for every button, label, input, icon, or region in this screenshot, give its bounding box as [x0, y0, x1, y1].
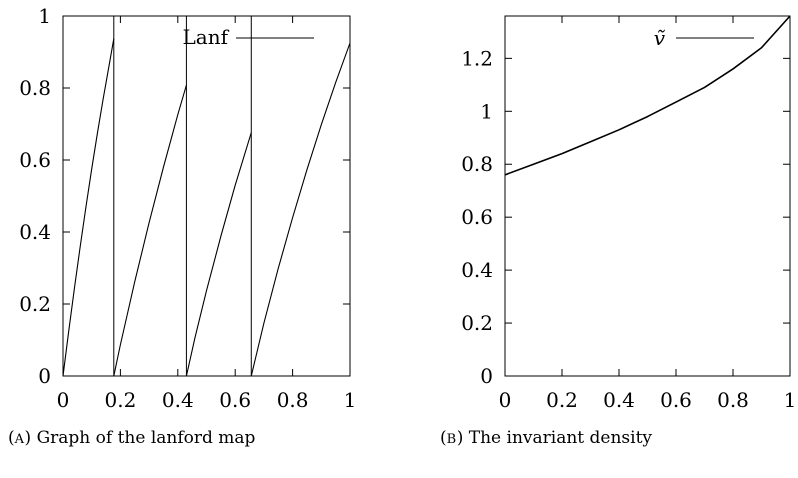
- series-line: [504, 15, 791, 176]
- series-line: [250, 42, 351, 377]
- series-group: [504, 15, 791, 176]
- x-tick-label: 0: [57, 388, 70, 412]
- plot-frame: [504, 15, 791, 377]
- caption-b: (B) The invariant density: [440, 428, 652, 448]
- y-tick-label: 0.8: [19, 76, 51, 100]
- series-group: [62, 38, 351, 377]
- series-line: [113, 84, 187, 377]
- x-tick-label: 0.8: [717, 388, 749, 412]
- x-tick-label: 1: [784, 388, 797, 412]
- x-tick-label: 0.4: [162, 388, 194, 412]
- legend-label: Lanf: [183, 25, 230, 49]
- series-line: [185, 132, 252, 377]
- y-tick-label: 0.4: [19, 220, 51, 244]
- y-tick-label: 0.4: [461, 258, 493, 282]
- panel-invariant-density: 0 0.2 0.4 0.6 0.8 1 0 0.2 0.4 0.6 0.8 1 1.2 ṽ (B) Th…: [440, 15, 796, 448]
- x-tick-label: 0.6: [660, 388, 692, 412]
- x-tick-label: 0.8: [277, 388, 309, 412]
- y-tick-label: 0.8: [461, 152, 493, 176]
- x-tick-label: 0.2: [104, 388, 136, 412]
- y-tick-label: 1: [38, 4, 51, 28]
- x-tick-label: 0.4: [603, 388, 635, 412]
- x-tick-label: 0.6: [219, 388, 251, 412]
- y-tick-label: 0: [38, 364, 51, 388]
- panel-lanford-map: 0 0.2 0.4 0.6 0.8 1 0 0.2 0.4 0.6 0.8 1 Lanf (A) Gr…: [8, 4, 356, 448]
- discontinuity-lines: [113, 16, 252, 376]
- series-line: [62, 38, 115, 377]
- plot-frame: [62, 15, 351, 377]
- y-tick-label: 1: [480, 99, 493, 123]
- x-tick-label: 0: [499, 388, 512, 412]
- y-tick-label: 0.6: [461, 205, 493, 229]
- y-tick-label: 0: [480, 364, 493, 388]
- ticks: 0 0.2 0.4 0.6 0.8 1 0 0.2 0.4 0.6 0.8 1: [19, 4, 356, 412]
- y-tick-label: 0.2: [461, 311, 493, 335]
- y-tick-label: 0.6: [19, 148, 51, 172]
- legend-label: ṽ: [654, 26, 666, 50]
- y-tick-label: 0.2: [19, 292, 51, 316]
- caption-a: (A) Graph of the lanford map: [8, 428, 256, 448]
- legend: Lanf: [183, 25, 314, 49]
- ticks: 0 0.2 0.4 0.6 0.8 1 0 0.2 0.4 0.6 0.8 1 1.2: [461, 16, 796, 412]
- legend: ṽ: [654, 26, 754, 50]
- x-tick-label: 0.2: [546, 388, 578, 412]
- x-tick-label: 1: [344, 388, 357, 412]
- y-tick-label: 1.2: [461, 46, 493, 70]
